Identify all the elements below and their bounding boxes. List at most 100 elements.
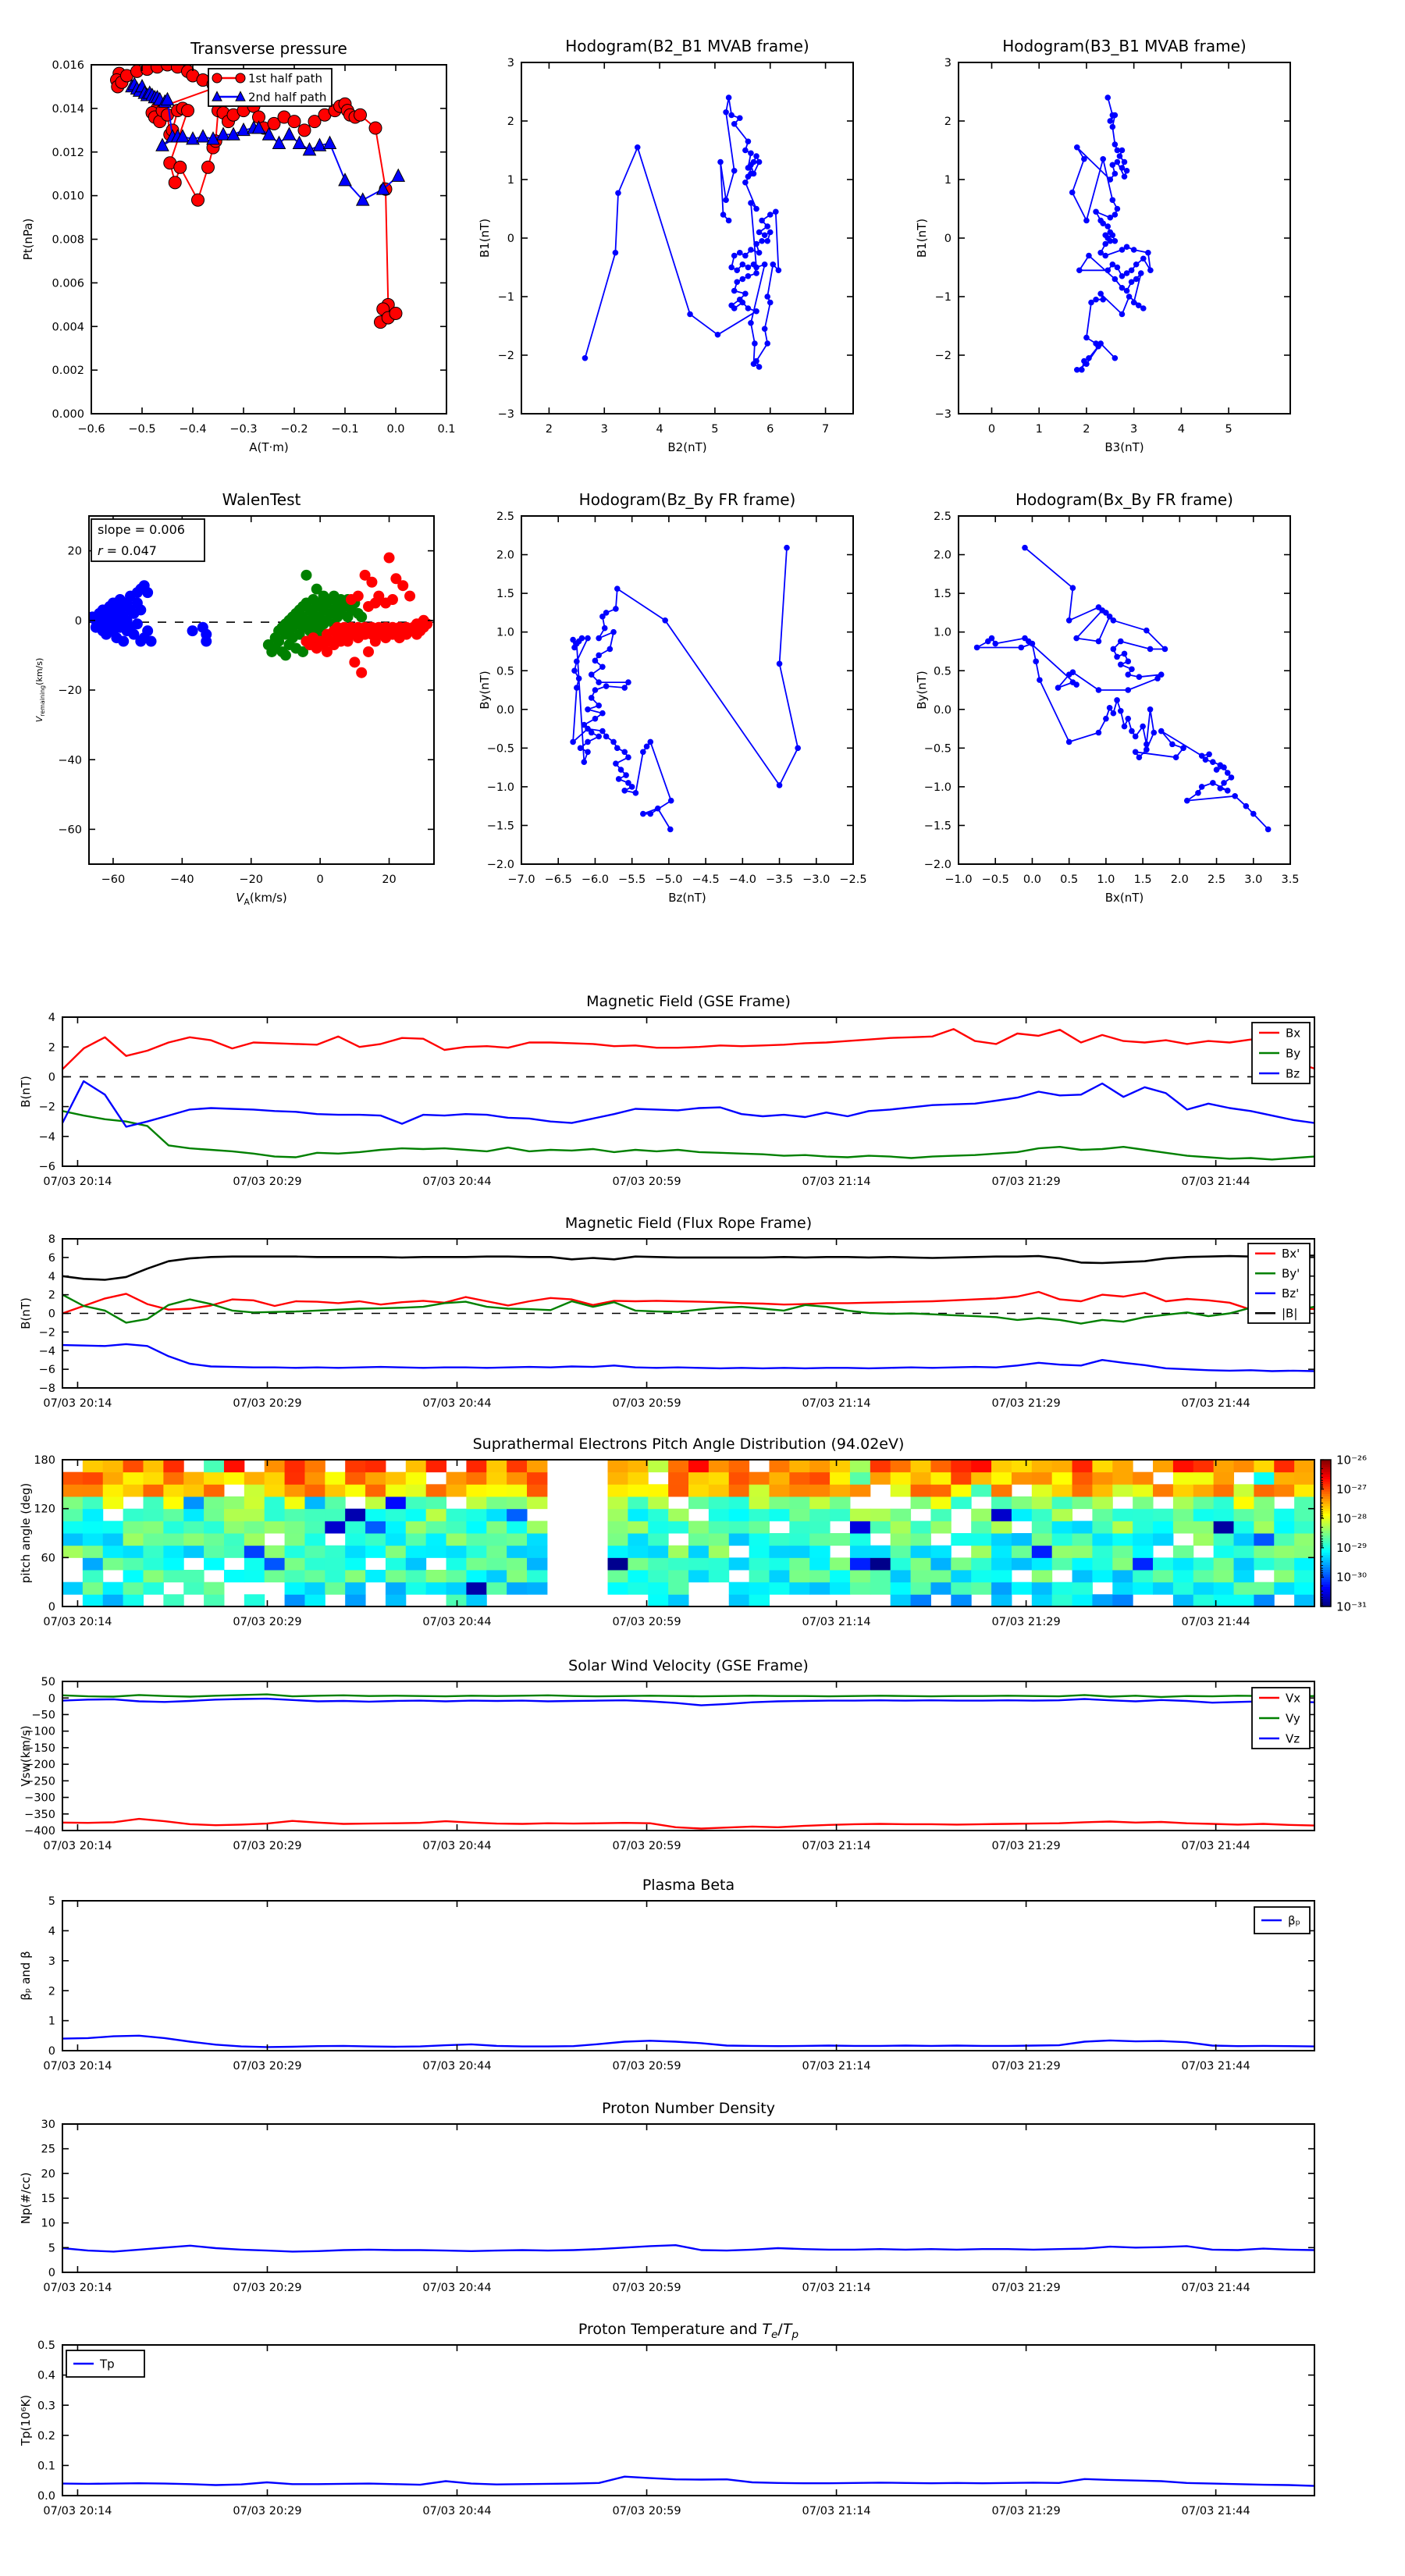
chart-title: Hodogram(Bz_By FR frame) [579, 490, 796, 509]
y-tick-label: −100 [24, 1726, 55, 1738]
x-tick-label: 0.0 [386, 423, 404, 436]
y-tick-label: 1.0 [934, 627, 951, 639]
y-tick-label: −20 [58, 685, 82, 697]
x-tick-label: 07/03 21:14 [802, 1840, 870, 1852]
colorbar-label: 10⁻²⁹ [1336, 1541, 1367, 1555]
y-tick-label: 2.0 [496, 550, 514, 562]
x-tick-label: 3.5 [1281, 873, 1299, 886]
y-tick-label: −2 [39, 1101, 55, 1114]
y-tick-label: 6 [48, 1252, 55, 1265]
axes-frame [62, 1459, 1315, 1607]
legend-label: Bz' [1282, 1286, 1299, 1300]
y-tick-label: 0.016 [52, 59, 84, 72]
x-tick-label: 2.5 [1208, 873, 1225, 886]
y-tick-label: 4 [48, 1012, 55, 1024]
x-tick-label: −2.5 [839, 873, 866, 886]
series-line-Bx [62, 1028, 1314, 1070]
y-axis-label: By(nT) [478, 671, 492, 710]
x-tick-label: 07/03 20:14 [43, 1616, 112, 1628]
y-tick-label: 2.5 [934, 511, 951, 523]
x-tick-label: 07/03 20:44 [422, 1616, 491, 1628]
chart-proton-number-density: 07/03 20:14 07/03 20:29 07/03 20:44 07/03 2… [0, 2091, 1405, 2313]
x-tick-label: 07/03 21:14 [802, 2505, 870, 2517]
x-tick-label: 07/03 20:59 [612, 2060, 681, 2073]
legend-label: By [1286, 1046, 1300, 1060]
x-tick-label: 07/03 21:29 [992, 1397, 1061, 1410]
series-line-|B| [62, 1254, 1314, 1281]
colorbar-label: 10⁻³⁰ [1336, 1571, 1367, 1585]
y-tick-label: 0.014 [52, 103, 84, 116]
x-tick-label: 0.1 [437, 423, 455, 436]
y-tick-label: 0.008 [52, 234, 84, 247]
y-tick-label: −1.5 [924, 820, 951, 833]
x-tick-label: 07/03 21:29 [992, 2505, 1061, 2517]
legend: Tp [66, 2350, 145, 2378]
y-tick-label: 0.1 [37, 2460, 55, 2472]
y-tick-label: 0.000 [52, 408, 84, 421]
colorbar-label: 10⁻²⁷ [1336, 1482, 1367, 1496]
series-line-Bz [62, 1080, 1314, 1128]
chart-svg-walen: −60 −40 −20 0 20 20 0 −20 −40 −60 WalenTest VA(km/s… [34, 490, 435, 907]
chart-title: WalenTest [222, 490, 301, 509]
series-markers-cluster-red [301, 552, 433, 678]
chart-title: Proton Temperature and Te/Tp [578, 2321, 799, 2341]
series-markers-Bx_By [973, 544, 1272, 833]
x-tick-label: 07/03 20:59 [612, 1840, 681, 1852]
y-axis-label: B1(nT) [915, 219, 929, 258]
chart-pitch-angle-distribution: 07/03 20:14 07/03 20:29 07/03 20:44 07/03 2… [0, 1429, 1405, 1647]
y-axis-label: B(nT) [19, 1076, 33, 1108]
series-markers-2nd half path [125, 76, 406, 206]
y-tick-label: 4 [48, 1271, 55, 1283]
y-tick-label: −150 [24, 1742, 55, 1755]
x-tick-label: 07/03 21:29 [992, 2060, 1061, 2073]
x-tick-label: 07/03 20:44 [422, 1840, 491, 1852]
y-tick-label: −60 [58, 824, 82, 836]
chart-svg-np: 07/03 20:14 07/03 20:29 07/03 20:44 07/03 2… [19, 2100, 1315, 2294]
x-tick-label: 7 [822, 423, 829, 436]
series-line-By [62, 1110, 1314, 1161]
y-tick-label: 0.0 [934, 704, 951, 717]
chart-svg-vsw: 07/03 20:14 07/03 20:29 07/03 20:44 07/03 2… [19, 1657, 1315, 1852]
chart-proton-temperature: 07/03 20:14 07/03 20:29 07/03 20:44 07/03 2… [0, 2313, 1405, 2536]
y-tick-label: 0 [507, 233, 514, 245]
chart-title: Magnetic Field (GSE Frame) [586, 993, 791, 1010]
y-tick-label: −2 [498, 350, 514, 362]
y-tick-label: 0 [48, 1601, 55, 1614]
y-tick-label: −1.0 [487, 781, 514, 794]
x-tick-label: 07/03 20:29 [233, 1616, 301, 1628]
chart-svg-transverse_pressure: −0.6 −0.5 −0.4 −0.3 −0.2 −0.1 0.0 0.1 0.000 0.002… [21, 39, 456, 454]
x-tick-label: 07/03 20:44 [422, 2505, 491, 2517]
series-line-Bz' [62, 1343, 1314, 1372]
chart-title: Hodogram(Bx_By FR frame) [1016, 490, 1233, 509]
x-tick-label: 07/03 20:29 [233, 2282, 301, 2294]
y-tick-label: 2.5 [496, 511, 514, 523]
legend-label: 1st half path [248, 71, 322, 85]
y-tick-label: 5 [48, 2242, 55, 2254]
y-tick-label: 5 [48, 1895, 55, 1908]
y-tick-label: 0.3 [37, 2400, 55, 2412]
x-tick-label: −0.6 [77, 423, 105, 436]
chart-svg-hodogram_bzby: −7.0 −6.5 −6.0 −5.5 −5.0 −4.5 −4.0 −3.5 −3.0 −2.5… [478, 490, 867, 905]
chart-hodogram-bxby: −1.0 −0.5 0.0 0.5 1.0 1.5 2.0 2.5 3.0 3.5 −2.0 −1.5… [905, 468, 1305, 909]
legend-label: βₚ [1288, 1913, 1300, 1927]
x-tick-label: 07/03 21:44 [1182, 1397, 1250, 1410]
x-tick-label: 0.0 [1023, 873, 1041, 886]
y-tick-label: 1 [507, 174, 514, 187]
x-tick-label: 1.5 [1134, 873, 1152, 886]
x-tick-label: 07/03 20:59 [612, 2282, 681, 2294]
chart-svg-beta: 07/03 20:14 07/03 20:29 07/03 20:44 07/03 2… [19, 1877, 1315, 2073]
x-tick-label: 07/03 21:29 [992, 2282, 1061, 2294]
legend: Bx By Bz [1251, 1022, 1311, 1084]
y-tick-label: −3 [935, 408, 951, 421]
y-tick-label: 8 [48, 1233, 55, 1246]
x-tick-label: 07/03 20:14 [43, 2505, 112, 2517]
series-line-Bx_By [976, 546, 1269, 831]
chart-title: Plasma Beta [642, 1877, 735, 1894]
x-tick-label: −6.0 [582, 873, 609, 886]
legend-label: Vy [1286, 1711, 1300, 1725]
chart-transverse-pressure: −0.6 −0.5 −0.4 −0.3 −0.2 −0.1 0.0 0.1 0.000 0.002… [16, 14, 461, 461]
x-tick-label: −40 [170, 873, 194, 886]
chart-plasma-beta: 07/03 20:14 07/03 20:29 07/03 20:44 07/03 2… [0, 1871, 1405, 2091]
y-tick-label: 2 [48, 1985, 55, 1998]
